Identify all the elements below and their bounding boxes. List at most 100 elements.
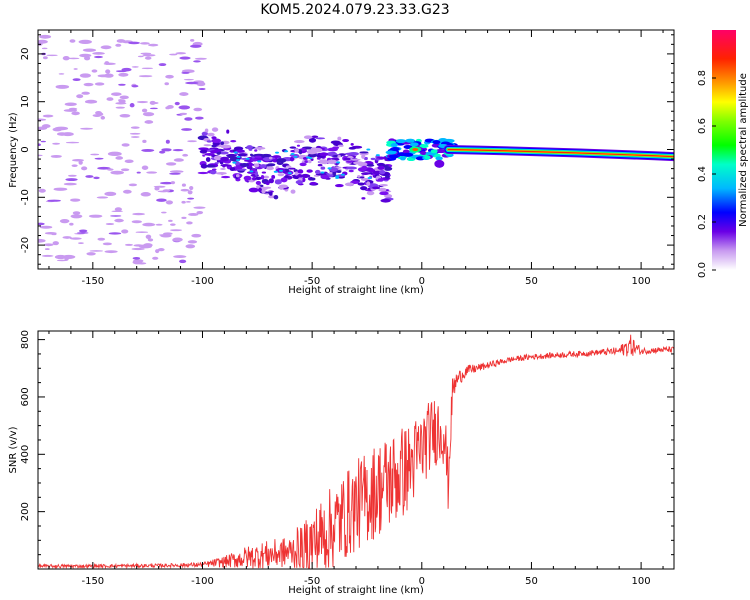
spectrogram-band-blob <box>220 144 232 149</box>
spectrogram-band-fleck <box>366 148 371 151</box>
spectrogram-noise-blob <box>104 191 117 197</box>
spectrogram-noise-blob <box>181 128 193 131</box>
spectrogram-band-blob <box>268 156 273 160</box>
spectrogram-noise-blob <box>175 52 187 55</box>
spectrogram-band-blob <box>293 140 305 144</box>
spectrogram-noise-blob <box>185 201 191 203</box>
spectrogram-band-blob <box>220 167 226 170</box>
spectrogram-band-fleck <box>293 155 298 158</box>
spectrogram-noise-blob <box>191 233 202 238</box>
spectrogram-noise-blob <box>152 256 159 260</box>
spectrogram-noise-blob <box>110 92 122 96</box>
spectrogram-band-blob <box>233 146 244 151</box>
spectrogram-noise-blob <box>115 43 122 47</box>
spectrogram-band-blob <box>311 135 319 138</box>
spectrogram-band-blob <box>308 137 317 143</box>
spectrogram-noise-blob <box>170 223 176 226</box>
spectrogram-noise-blob <box>179 92 189 96</box>
snr-x-tick-label: -50 <box>304 576 320 587</box>
spectrogram-band-blob <box>211 168 217 171</box>
spectrogram-band-blob <box>377 165 385 170</box>
spectrogram-y-tick-label: -10 <box>20 189 31 205</box>
spectrogram-band-blob <box>199 149 208 154</box>
spectrogram-band-blob <box>250 158 258 162</box>
spectrogram-noise-blob <box>97 112 104 116</box>
spectrogram-noise-blob <box>51 156 62 158</box>
spectrogram-noise-blob <box>79 73 92 78</box>
spectrogram-noise-blob <box>69 222 74 226</box>
spectrogram-noise-blob <box>121 229 129 234</box>
spectrogram-noise-blob <box>189 185 194 191</box>
snr-y-label: SNR (v/v) <box>8 426 19 473</box>
spectrogram-band-blob <box>254 147 266 150</box>
spectrogram-x-tick-label: 0 <box>419 276 425 287</box>
spectrogram-noise-blob <box>168 219 173 222</box>
spectrogram-band-blob <box>294 148 299 153</box>
spectrogram-band-blob <box>285 165 292 168</box>
spectrogram-band-blob <box>267 163 276 167</box>
spectrogram-band-blob <box>361 172 370 175</box>
spectrogram-band-blob <box>253 163 260 168</box>
spectrogram-noise-blob <box>138 244 152 249</box>
spectrogram-transition-blob <box>399 156 406 161</box>
spectrogram-noise-blob <box>186 221 193 225</box>
snr-x-tick-label: -100 <box>191 576 214 587</box>
spectrogram-noise-blob <box>198 88 206 91</box>
spectrogram-band-blob <box>345 160 354 163</box>
spectrogram-noise-blob <box>69 237 82 240</box>
spectrogram-band-blob <box>360 186 368 191</box>
spectrogram-noise-blob <box>193 107 203 112</box>
spectrogram-band-blob <box>220 141 225 146</box>
spectrogram-band-blob <box>359 151 369 154</box>
spectrogram-noise-blob <box>118 72 129 77</box>
spectrogram-band-blob <box>366 181 371 187</box>
spectrogram-noise-blob <box>71 111 80 116</box>
spectrogram-band-blob <box>328 172 333 175</box>
spectrogram-band-blob <box>367 168 376 173</box>
snr-panel: -150 -100 -50 0 50 100 200 400 600 800 Height of… <box>8 330 675 596</box>
spectrogram-noise-blob <box>128 41 141 45</box>
spectrogram-noise-blob <box>187 240 198 244</box>
snr-x-tick-label: 100 <box>632 576 651 587</box>
spectrogram-peak-core <box>412 148 419 151</box>
spectrogram-noise-blob <box>94 157 104 160</box>
spectrogram-band-blob <box>210 170 217 175</box>
spectrogram-noise-blob <box>179 259 187 264</box>
spectrogram-noise-blob <box>141 67 154 70</box>
spectrogram-noise-blob <box>64 102 77 106</box>
spectrogram-band-blob <box>233 167 243 170</box>
spectrogram-noise-blob <box>184 117 193 121</box>
spectrogram-noise-blob <box>131 84 139 88</box>
spectrogram-noise-blob <box>185 244 196 249</box>
spectrogram-band-blob <box>213 149 221 153</box>
snr-x-tick-label: -150 <box>81 576 104 587</box>
spectrogram-noise-blob <box>80 127 93 130</box>
spectrogram-noise-blob <box>54 254 67 260</box>
spectrogram-noise-blob <box>44 248 50 250</box>
spectrogram-noise-blob <box>83 82 94 87</box>
spectrogram-band-blob <box>306 169 313 173</box>
spectrogram-band-blob <box>266 166 274 171</box>
spectrogram-noise-blob <box>52 241 59 246</box>
chart-title: KOM5.2024.079.23.33.G23 <box>260 2 450 18</box>
spectrogram-band-blob <box>357 182 365 186</box>
spectrogram-noise-blob <box>161 148 172 152</box>
spectrogram-band-blob <box>261 171 267 174</box>
spectrogram-noise-blob <box>92 52 105 55</box>
spectrogram-noise-blob <box>110 170 124 175</box>
spectrogram-noise-blob <box>144 56 152 60</box>
spectrogram-band-blob <box>207 132 215 137</box>
spectrogram-transition-blob <box>434 149 447 154</box>
spectrogram-transition-blob <box>435 156 443 161</box>
spectrogram-band-blob <box>220 164 232 167</box>
spectrogram-band-blob <box>248 187 259 193</box>
spectrogram-noise-blob <box>137 55 144 58</box>
spectrogram-band-blob <box>346 166 358 170</box>
spectrogram-band-blob <box>379 170 386 175</box>
spectrogram-noise-blob <box>107 151 122 157</box>
spectrogram-noise-blob <box>142 222 156 227</box>
spectrogram-band-blob <box>230 139 237 143</box>
spectrogram-band-blob <box>371 186 381 190</box>
spectrogram-band-fleck <box>273 170 278 173</box>
spectrogram-noise-blob <box>90 153 100 156</box>
